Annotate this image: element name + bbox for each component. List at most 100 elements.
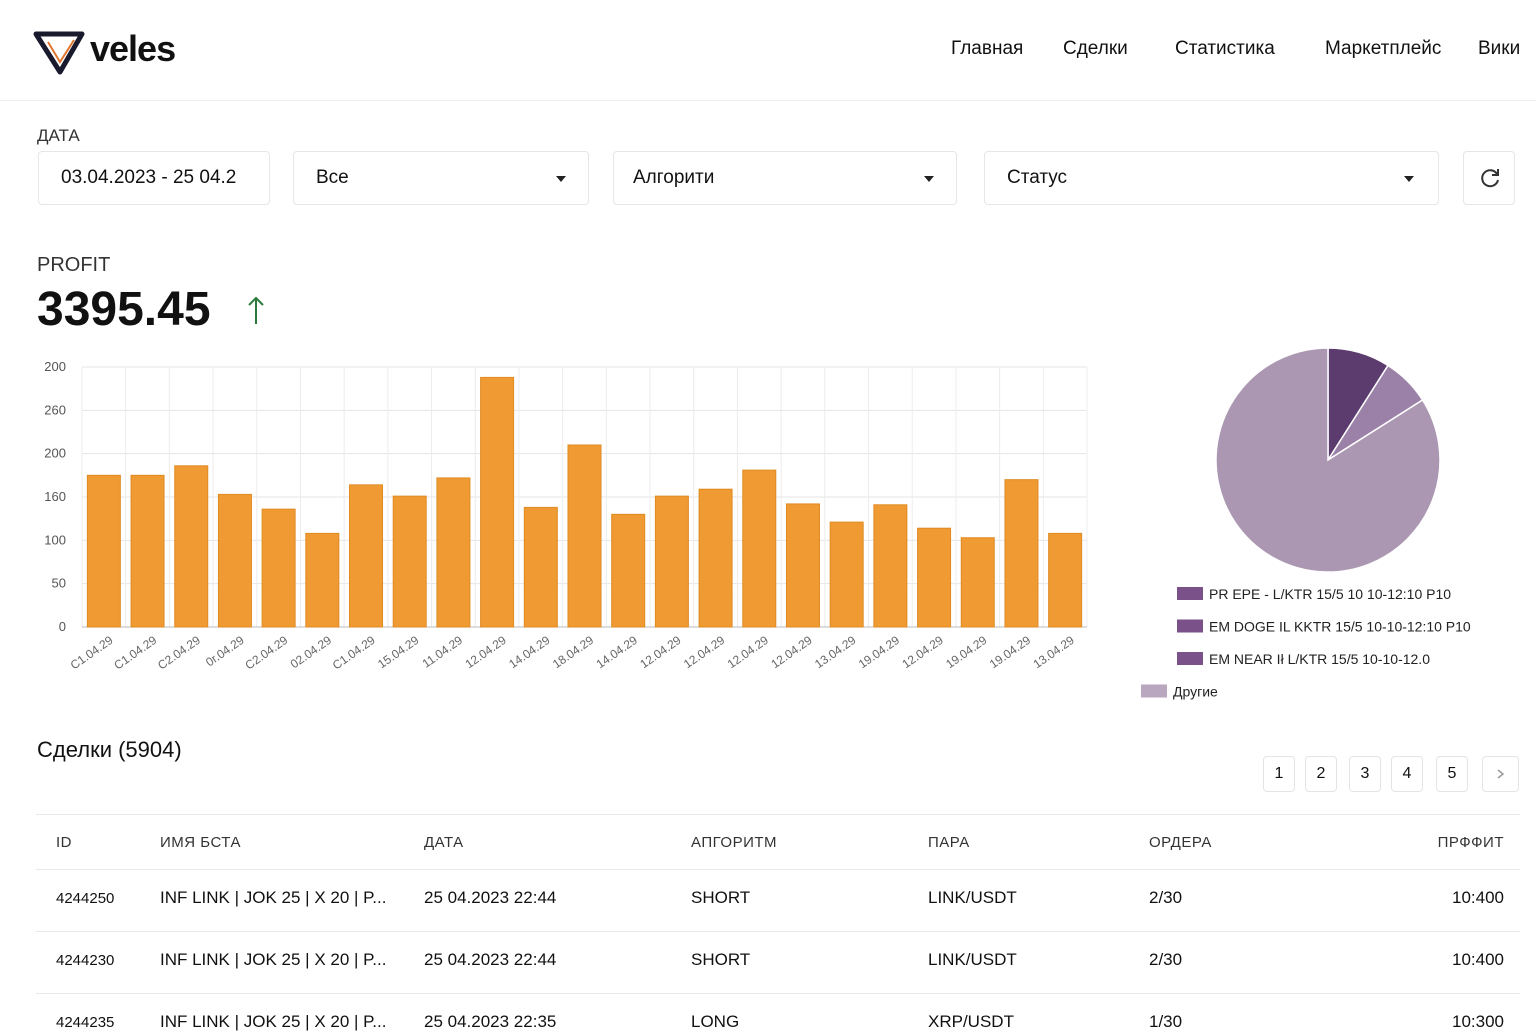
legend-label: EM DOGE IL KKTR 15/5 10-10-12:10 P10	[1209, 619, 1471, 635]
y-tick-label: 0	[59, 619, 66, 634]
logo-text: veles	[90, 28, 176, 69]
caret	[924, 176, 934, 182]
nav-link[interactable]: Статистика	[1175, 38, 1275, 59]
nav-link[interactable]: Вики	[1478, 38, 1521, 59]
bar	[392, 495, 427, 628]
bar	[829, 521, 864, 628]
select-text: Все	[316, 167, 349, 188]
x-tick-label: C1.04.29	[330, 633, 378, 673]
column-header: ID	[56, 834, 72, 851]
y-tick-label: 260	[44, 402, 66, 417]
refresh-button[interactable]	[1463, 151, 1515, 205]
x-tick-label: 13.04.29	[812, 633, 859, 671]
bar	[873, 504, 908, 628]
deals-title: Сделки (5904)	[37, 737, 182, 762]
y-tick-label: 200	[44, 359, 66, 374]
status-select[interactable]: Статус	[984, 151, 1439, 205]
x-tick-label: 14.04.29	[594, 633, 641, 671]
table-cell: SHORT	[691, 950, 751, 969]
bar	[130, 474, 165, 628]
chevron	[1497, 769, 1505, 779]
date-input[interactable]: 03.04.2023 - 25 04.2	[38, 151, 270, 205]
y-tick-label: 160	[44, 489, 66, 504]
x-tick-label: 12.04.29	[899, 633, 946, 671]
header-divider	[0, 100, 1536, 101]
x-tick-label: 19.04.29	[943, 633, 990, 671]
legend-label: Другие	[1173, 684, 1218, 700]
table-cell: LONG	[691, 1012, 740, 1031]
column-header: АПГОРИТМ	[691, 834, 778, 851]
bar	[174, 465, 209, 628]
bar	[960, 537, 995, 628]
nav-link[interactable]: Сделки	[1063, 38, 1128, 59]
x-tick-label: 14.04.29	[506, 633, 553, 671]
row-divider	[36, 869, 1520, 870]
x-tick-label: 19.04.29	[987, 633, 1034, 671]
legend-label: PR EPE - L/KTR 15/5 10 10-12:10 P10	[1209, 586, 1451, 602]
bar	[349, 484, 384, 628]
nav-link[interactable]: Главная	[951, 38, 1024, 59]
x-tick-label: 11.04.29	[420, 633, 466, 671]
x-tick-label: 18.04.29	[550, 633, 597, 671]
bar	[611, 513, 646, 628]
table-cell: 25 04.2023 22:44	[424, 888, 557, 907]
next-page[interactable]	[1482, 756, 1519, 792]
page-button[interactable]: 1	[1263, 756, 1295, 792]
table-cell: 4244250	[56, 890, 115, 907]
bar	[480, 376, 515, 628]
page-button[interactable]: 3	[1349, 756, 1381, 792]
table-cell: INF LINK | JOK 25 | X 20 | P...	[160, 888, 387, 907]
table-cell: 4244235	[56, 1014, 115, 1031]
filter-label: ДАТА	[37, 126, 80, 145]
page-button[interactable]: 4	[1391, 756, 1423, 792]
bar	[523, 506, 558, 628]
trend-icon	[248, 296, 264, 324]
table-cell: 2/30	[1149, 888, 1183, 907]
row-divider	[36, 993, 1520, 994]
algorithm-select[interactable]: Алгорити	[613, 151, 957, 205]
bar	[1004, 479, 1039, 628]
x-tick-label: 0r.04.29	[203, 633, 247, 670]
legend-swatch	[1141, 684, 1167, 698]
table-cell: 1/30	[1149, 1012, 1183, 1031]
type-select[interactable]: Все	[293, 151, 589, 205]
pie-slice	[1215, 347, 1441, 573]
nav-link[interactable]: Маркетплейс	[1325, 38, 1442, 59]
page-button[interactable]: 5	[1436, 756, 1468, 792]
table-cell: 10:400	[1452, 888, 1504, 907]
profit-value: 3395.45	[37, 283, 211, 336]
logo[interactable]	[32, 28, 88, 81]
table-cell: 10:400	[1452, 950, 1504, 969]
table-cell: XRP/USDT	[928, 1012, 1014, 1031]
charts: 050100160200260200C1.04.29C1.04.29C2.04.…	[44, 347, 1471, 700]
bar	[785, 503, 820, 628]
x-tick-label: C1.04.29	[111, 633, 159, 673]
table-cell: LINK/USDT	[928, 950, 1017, 969]
x-tick-label: 12.04.29	[725, 633, 772, 671]
y-tick-label: 200	[44, 446, 66, 461]
bar	[305, 532, 340, 628]
column-header: ДАТА	[424, 834, 464, 851]
x-tick-label: 12.04.29	[463, 633, 510, 671]
x-tick-label: 19.04.29	[856, 633, 903, 671]
x-tick-label: C1.04.29	[68, 633, 116, 673]
y-tick-label: 100	[44, 532, 66, 547]
table-cell: INF LINK | JOK 25 | X 20 | P...	[160, 950, 387, 969]
x-tick-label: 12.04.29	[768, 633, 815, 671]
bar	[742, 469, 777, 628]
column-header: ОРДЕРА	[1149, 834, 1212, 851]
table-cell: INF LINK | JOK 25 | X 20 | P...	[160, 1012, 387, 1031]
table-cell: SHORT	[691, 888, 751, 907]
page-button[interactable]: 2	[1305, 756, 1337, 792]
caret	[556, 176, 566, 182]
refresh-icon	[1481, 169, 1499, 188]
bar	[436, 477, 471, 628]
profit-label: PROFIT	[37, 254, 111, 276]
bar	[261, 508, 296, 628]
x-tick-label: 12.04.29	[637, 633, 684, 671]
bar	[567, 444, 602, 628]
table-cell: LINK/USDT	[928, 888, 1017, 907]
x-tick-label: 15.04.29	[375, 633, 422, 671]
